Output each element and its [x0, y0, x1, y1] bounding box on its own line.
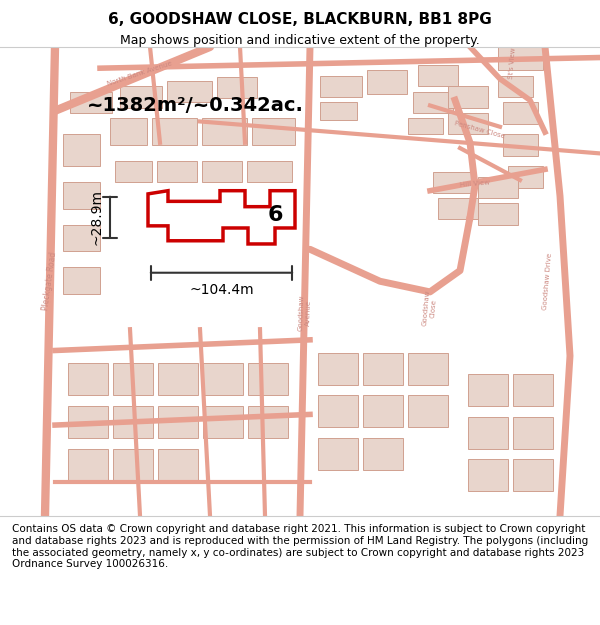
Polygon shape: [513, 416, 553, 449]
Polygon shape: [513, 374, 553, 406]
Text: ~28.9m: ~28.9m: [90, 189, 104, 246]
Text: Pleckgate Road: Pleckgate Road: [41, 251, 59, 311]
Polygon shape: [113, 363, 153, 395]
Polygon shape: [115, 161, 152, 182]
Text: Contains OS data © Crown copyright and database right 2021. This information is : Contains OS data © Crown copyright and d…: [12, 524, 588, 569]
Polygon shape: [110, 118, 147, 145]
Polygon shape: [217, 77, 257, 98]
Polygon shape: [498, 44, 543, 70]
Text: Hill View: Hill View: [460, 179, 490, 187]
Polygon shape: [448, 86, 488, 108]
Polygon shape: [498, 76, 533, 97]
Polygon shape: [318, 438, 358, 470]
Polygon shape: [158, 363, 198, 395]
Text: Map shows position and indicative extent of the property.: Map shows position and indicative extent…: [120, 34, 480, 47]
Polygon shape: [320, 102, 357, 121]
Polygon shape: [158, 449, 198, 481]
Polygon shape: [113, 449, 153, 481]
Polygon shape: [513, 459, 553, 491]
Polygon shape: [503, 102, 538, 124]
Polygon shape: [503, 134, 538, 156]
Polygon shape: [203, 406, 243, 438]
Polygon shape: [408, 395, 448, 428]
Polygon shape: [247, 161, 292, 182]
Text: ~104.4m: ~104.4m: [189, 283, 254, 298]
Polygon shape: [202, 161, 242, 182]
Polygon shape: [508, 166, 543, 188]
Polygon shape: [158, 406, 198, 438]
Polygon shape: [63, 268, 100, 294]
Polygon shape: [157, 161, 197, 182]
Polygon shape: [252, 118, 295, 145]
Polygon shape: [413, 92, 453, 113]
Polygon shape: [468, 459, 508, 491]
Polygon shape: [113, 406, 153, 438]
Text: 6, GOODSHAW CLOSE, BLACKBURN, BB1 8PG: 6, GOODSHAW CLOSE, BLACKBURN, BB1 8PG: [108, 12, 492, 27]
Polygon shape: [408, 352, 448, 384]
Polygon shape: [318, 352, 358, 384]
Polygon shape: [63, 225, 100, 251]
Polygon shape: [152, 118, 197, 145]
Polygon shape: [478, 177, 518, 198]
Polygon shape: [68, 449, 108, 481]
Polygon shape: [363, 352, 403, 384]
Polygon shape: [202, 118, 247, 145]
Text: North Bank Avenue: North Bank Avenue: [107, 60, 173, 87]
Polygon shape: [363, 395, 403, 428]
Polygon shape: [70, 92, 112, 113]
Polygon shape: [448, 113, 488, 134]
Polygon shape: [120, 86, 162, 108]
Text: 6: 6: [267, 205, 283, 225]
Text: St's View: St's View: [508, 47, 517, 79]
Polygon shape: [418, 65, 458, 86]
Polygon shape: [320, 76, 362, 97]
Polygon shape: [203, 363, 243, 395]
Polygon shape: [438, 198, 478, 219]
Polygon shape: [318, 395, 358, 428]
Polygon shape: [367, 70, 407, 94]
Polygon shape: [63, 182, 100, 209]
Text: Goodshaw
Avenue: Goodshaw Avenue: [298, 295, 312, 332]
Polygon shape: [68, 406, 108, 438]
Polygon shape: [468, 374, 508, 406]
Polygon shape: [478, 204, 518, 225]
Polygon shape: [468, 416, 508, 449]
Text: ~1382m²/~0.342ac.: ~1382m²/~0.342ac.: [86, 96, 304, 115]
Polygon shape: [248, 363, 288, 395]
Polygon shape: [433, 171, 473, 193]
Polygon shape: [248, 406, 288, 438]
Polygon shape: [363, 438, 403, 470]
Text: Goodshaw Drive: Goodshaw Drive: [542, 253, 553, 310]
Polygon shape: [167, 81, 212, 102]
Polygon shape: [408, 118, 443, 134]
Text: Goodshaw
Close: Goodshaw Close: [422, 289, 438, 327]
Polygon shape: [63, 134, 100, 166]
Text: Penshaw Close: Penshaw Close: [454, 121, 506, 139]
Polygon shape: [68, 363, 108, 395]
